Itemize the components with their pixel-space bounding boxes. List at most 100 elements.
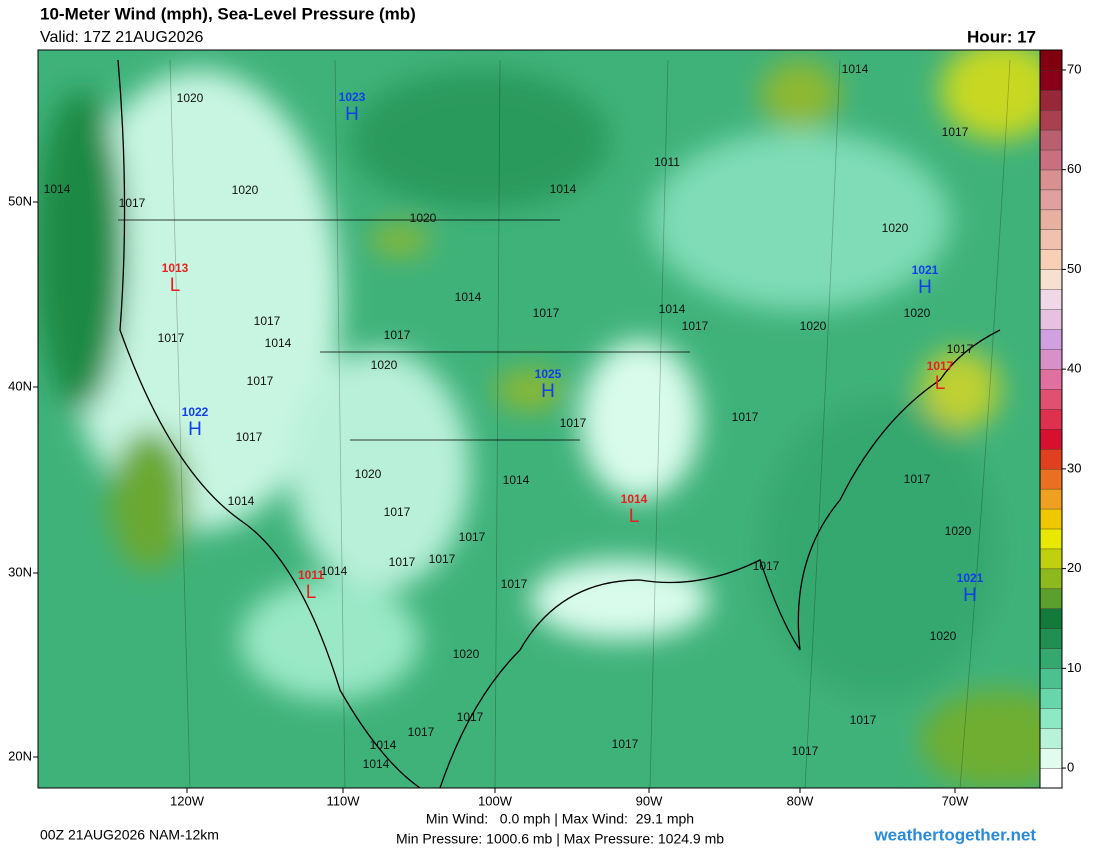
pressure-range: Min Pressure: 1000.6 mb | Max Pressure: … <box>396 831 724 847</box>
colorbar-cell <box>1039 329 1063 350</box>
colorbar-cell <box>1039 708 1063 729</box>
colorbar-cell <box>1039 747 1063 769</box>
isobar-label: 1017 <box>408 725 435 739</box>
center-letter: L <box>629 506 640 527</box>
colorbar-cell <box>1039 209 1063 231</box>
isobar-label: 1017 <box>384 505 411 519</box>
lon-label: 110W <box>327 793 361 808</box>
center-letter: H <box>963 585 977 606</box>
map: 1020101410171020101410171011101410201020… <box>38 50 1040 788</box>
colorbar-cell <box>1039 468 1063 490</box>
isobar-label: 1017 <box>732 410 759 424</box>
colorbar-cell <box>1039 69 1063 91</box>
colorbar-cell <box>1039 269 1063 290</box>
colorbar-cell <box>1039 688 1063 709</box>
isobar-label: 1014 <box>228 494 255 508</box>
colorbar-cell <box>1039 568 1063 590</box>
forecast-hour: Hour: 17 <box>967 27 1036 46</box>
lat-label: 20N <box>8 748 32 763</box>
colorbar-cell <box>1039 388 1063 410</box>
isobar-label: 1017 <box>236 430 263 444</box>
colorbar-cell <box>1039 508 1063 530</box>
colorbar-cell <box>1039 727 1063 749</box>
lon-label: 90W <box>636 793 663 808</box>
colorbar-label: 50 <box>1067 261 1081 276</box>
model-run: 00Z 21AUG2026 NAM-12km <box>40 827 219 843</box>
isobar-label: 1020 <box>371 358 398 372</box>
lon-label: 70W <box>942 793 969 808</box>
colorbar-cell <box>1039 109 1063 131</box>
colorbar-cell <box>1039 348 1063 370</box>
wind-range: Min Wind: 0.0 mph | Max Wind: 29.1 mph <box>426 811 694 827</box>
isobar-label: 1014 <box>265 336 292 350</box>
isobar-label: 1017 <box>792 744 819 758</box>
isobar-label: 1017 <box>612 737 639 751</box>
lat-label: 40N <box>8 378 32 393</box>
site-link[interactable]: weathertogether.net <box>873 825 1036 844</box>
colorbar-cell <box>1039 49 1063 71</box>
center-value: 1011 <box>298 568 324 582</box>
colorbar-cell <box>1039 528 1063 550</box>
colorbar-cell <box>1039 448 1063 470</box>
colorbar-label: 40 <box>1067 361 1081 376</box>
isobar-label: 1014 <box>503 473 530 487</box>
isobar-label: 1014 <box>455 290 482 304</box>
isobar-label: 1014 <box>321 564 348 578</box>
colorbar-cell <box>1039 229 1063 250</box>
colorbar-cell <box>1039 249 1063 270</box>
isobar-label: 1014 <box>842 62 869 76</box>
isobar-label: 1017 <box>254 314 281 328</box>
colorbar-cell <box>1039 149 1063 171</box>
isobar-label: 1017 <box>459 530 486 544</box>
isobar-label: 1017 <box>904 472 931 486</box>
isobar-label: 1020 <box>945 524 972 538</box>
colorbar-cell <box>1039 189 1063 211</box>
isobar-label: 1017 <box>457 710 484 724</box>
center-letter: H <box>188 419 202 440</box>
isobar-label: 1014 <box>44 182 71 196</box>
center-value: 1013 <box>162 261 189 275</box>
colorbar-cell <box>1039 408 1063 430</box>
isobar-label: 1017 <box>119 196 146 210</box>
isobar-label: 1017 <box>560 416 587 430</box>
lat-label: 30N <box>8 564 32 579</box>
colorbar-cell <box>1039 628 1063 649</box>
colorbar-label: 30 <box>1067 460 1081 475</box>
center-value: 1023 <box>339 90 366 104</box>
center-value: 1021 <box>912 263 939 277</box>
isobar-label: 1020 <box>355 467 382 481</box>
center-value: 1021 <box>957 571 984 585</box>
isobar-label: 1020 <box>232 183 259 197</box>
colorbar-cell <box>1039 668 1063 689</box>
lat-labels: 50N 40N 30N 20N 120W 110W 100W 90W 80W 70W <box>8 193 969 808</box>
colorbar-cell <box>1039 588 1063 609</box>
isobar-label: 1017 <box>389 555 416 569</box>
colorbar-cell <box>1039 89 1063 111</box>
colorbar-label: 0 <box>1067 759 1074 774</box>
isobar-label: 1020 <box>177 91 204 105</box>
isobar-label: 1014 <box>550 182 577 196</box>
colorbar-cell <box>1039 608 1063 629</box>
borders <box>118 219 690 441</box>
coastline <box>439 329 1001 788</box>
center-value: 1017 <box>927 359 954 373</box>
lon-label: 100W <box>478 793 513 808</box>
center-letter: L <box>935 373 946 394</box>
center-letter: H <box>345 104 359 125</box>
isobar-label: 1017 <box>682 319 709 333</box>
isobar-label: 1020 <box>930 629 957 643</box>
isobar-label: 1020 <box>410 211 437 225</box>
isobar-label: 1017 <box>158 331 185 345</box>
lat-label: 50N <box>8 193 32 208</box>
colorbar-label: 20 <box>1067 560 1081 575</box>
isobar-label: 1017 <box>942 125 969 139</box>
lon-label: 80W <box>787 793 814 808</box>
isobar-label: 1017 <box>753 559 780 573</box>
colorbar-cell <box>1039 548 1063 570</box>
colorbar-cell <box>1039 289 1063 310</box>
colorbar-cell <box>1039 129 1063 151</box>
center-letter: L <box>170 275 181 296</box>
colorbar-cell <box>1039 169 1063 191</box>
isobar-label: 1017 <box>533 306 560 320</box>
isobar-label: 1020 <box>800 319 827 333</box>
